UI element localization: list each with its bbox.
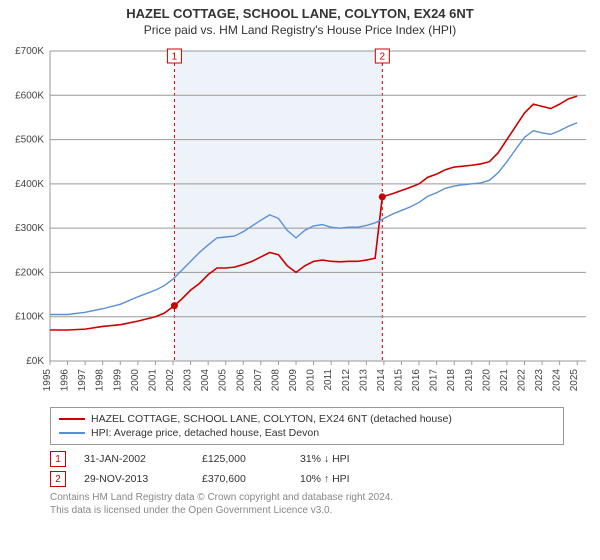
y-tick-label: £200K (15, 267, 44, 278)
x-tick-label: 2006 (235, 369, 246, 392)
x-tick-label: 2021 (499, 369, 510, 392)
x-tick-label: 2000 (130, 369, 141, 392)
x-tick-label: 1998 (95, 369, 106, 392)
x-tick-label: 2004 (200, 369, 211, 392)
legend-row: HAZEL COTTAGE, SCHOOL LANE, COLYTON, EX2… (59, 412, 555, 426)
x-tick-label: 2011 (323, 369, 334, 391)
shaded-band (174, 51, 382, 361)
sale-date: 29-NOV-2013 (84, 473, 184, 485)
event-marker-number: 2 (380, 52, 386, 63)
x-tick-label: 2018 (446, 369, 457, 392)
sale-delta: 31% ↓ HPI (300, 453, 350, 465)
chart-subtitle: Price paid vs. HM Land Registry's House … (10, 23, 590, 37)
sale-price: £125,000 (202, 453, 282, 465)
x-tick-label: 2001 (147, 369, 158, 392)
x-tick-label: 1996 (60, 369, 71, 392)
x-tick-label: 2003 (183, 369, 194, 392)
x-tick-label: 2023 (534, 369, 545, 392)
legend: HAZEL COTTAGE, SCHOOL LANE, COLYTON, EX2… (50, 407, 564, 445)
y-tick-label: £600K (15, 90, 44, 101)
sale-dot (379, 193, 386, 200)
chart-title: HAZEL COTTAGE, SCHOOL LANE, COLYTON, EX2… (10, 6, 590, 21)
sale-marker: 2 (50, 471, 66, 487)
x-tick-label: 2007 (253, 369, 264, 392)
legend-swatch (59, 418, 85, 420)
sales-table: 1 31-JAN-2002 £125,000 31% ↓ HPI 2 29-NOV-201… (50, 449, 564, 489)
x-axis: 1995 1996 1997 1998 1999 2000 2001 2002 2003 2004… (42, 361, 580, 391)
x-tick-label: 2017 (429, 369, 440, 392)
legend-label: HAZEL COTTAGE, SCHOOL LANE, COLYTON, EX2… (91, 413, 452, 425)
sale-date: 31-JAN-2002 (84, 453, 184, 465)
x-tick-label: 2019 (464, 369, 475, 392)
y-tick-label: £0K (26, 356, 44, 367)
x-tick-label: 2015 (393, 369, 404, 392)
x-tick-label: 2022 (516, 369, 527, 392)
x-tick-label: 1997 (77, 369, 88, 392)
x-tick-label: 2008 (270, 369, 281, 392)
x-tick-label: 2012 (341, 369, 352, 392)
event-marker-number: 1 (172, 52, 178, 63)
attribution: Contains HM Land Registry data © Crown c… (50, 491, 564, 517)
legend-label: HPI: Average price, detached house, East… (91, 427, 319, 439)
sales-row: 2 29-NOV-2013 £370,600 10% ↑ HPI (50, 469, 564, 489)
title-block: HAZEL COTTAGE, SCHOOL LANE, COLYTON, EX2… (0, 0, 600, 41)
sales-row: 1 31-JAN-2002 £125,000 31% ↓ HPI (50, 449, 564, 469)
y-tick-label: £400K (15, 179, 44, 190)
x-tick-label: 2010 (306, 369, 317, 392)
sale-marker: 1 (50, 451, 66, 467)
x-tick-label: 2024 (552, 369, 563, 392)
x-tick-label: 1999 (112, 369, 123, 392)
x-tick-label: 2020 (481, 369, 492, 392)
x-tick-label: 2013 (358, 369, 369, 392)
legend-swatch (59, 432, 85, 434)
chart-area: £0K £100K £200K £300K £400K £500K £600K £700K 19… (0, 41, 600, 401)
x-tick-label: 2009 (288, 369, 299, 392)
x-tick-label: 2016 (411, 369, 422, 392)
x-tick-label: 2025 (569, 369, 580, 392)
chart-svg: £0K £100K £200K £300K £400K £500K £600K £700K 19… (0, 41, 600, 401)
chart-container: HAZEL COTTAGE, SCHOOL LANE, COLYTON, EX2… (0, 0, 600, 517)
x-tick-label: 1995 (42, 369, 53, 392)
x-tick-label: 2002 (165, 369, 176, 392)
legend-row: HPI: Average price, detached house, East… (59, 426, 555, 440)
sale-dot (171, 302, 178, 309)
x-tick-label: 2014 (376, 369, 387, 392)
y-tick-label: £700K (15, 46, 44, 57)
y-tick-label: £300K (15, 223, 44, 234)
y-tick-label: £100K (15, 312, 44, 323)
sale-price: £370,600 (202, 473, 282, 485)
attribution-line: This data is licensed under the Open Gov… (50, 504, 564, 517)
x-tick-label: 2005 (218, 369, 229, 392)
y-tick-label: £500K (15, 135, 44, 146)
sale-delta: 10% ↑ HPI (300, 473, 350, 485)
attribution-line: Contains HM Land Registry data © Crown c… (50, 491, 564, 504)
